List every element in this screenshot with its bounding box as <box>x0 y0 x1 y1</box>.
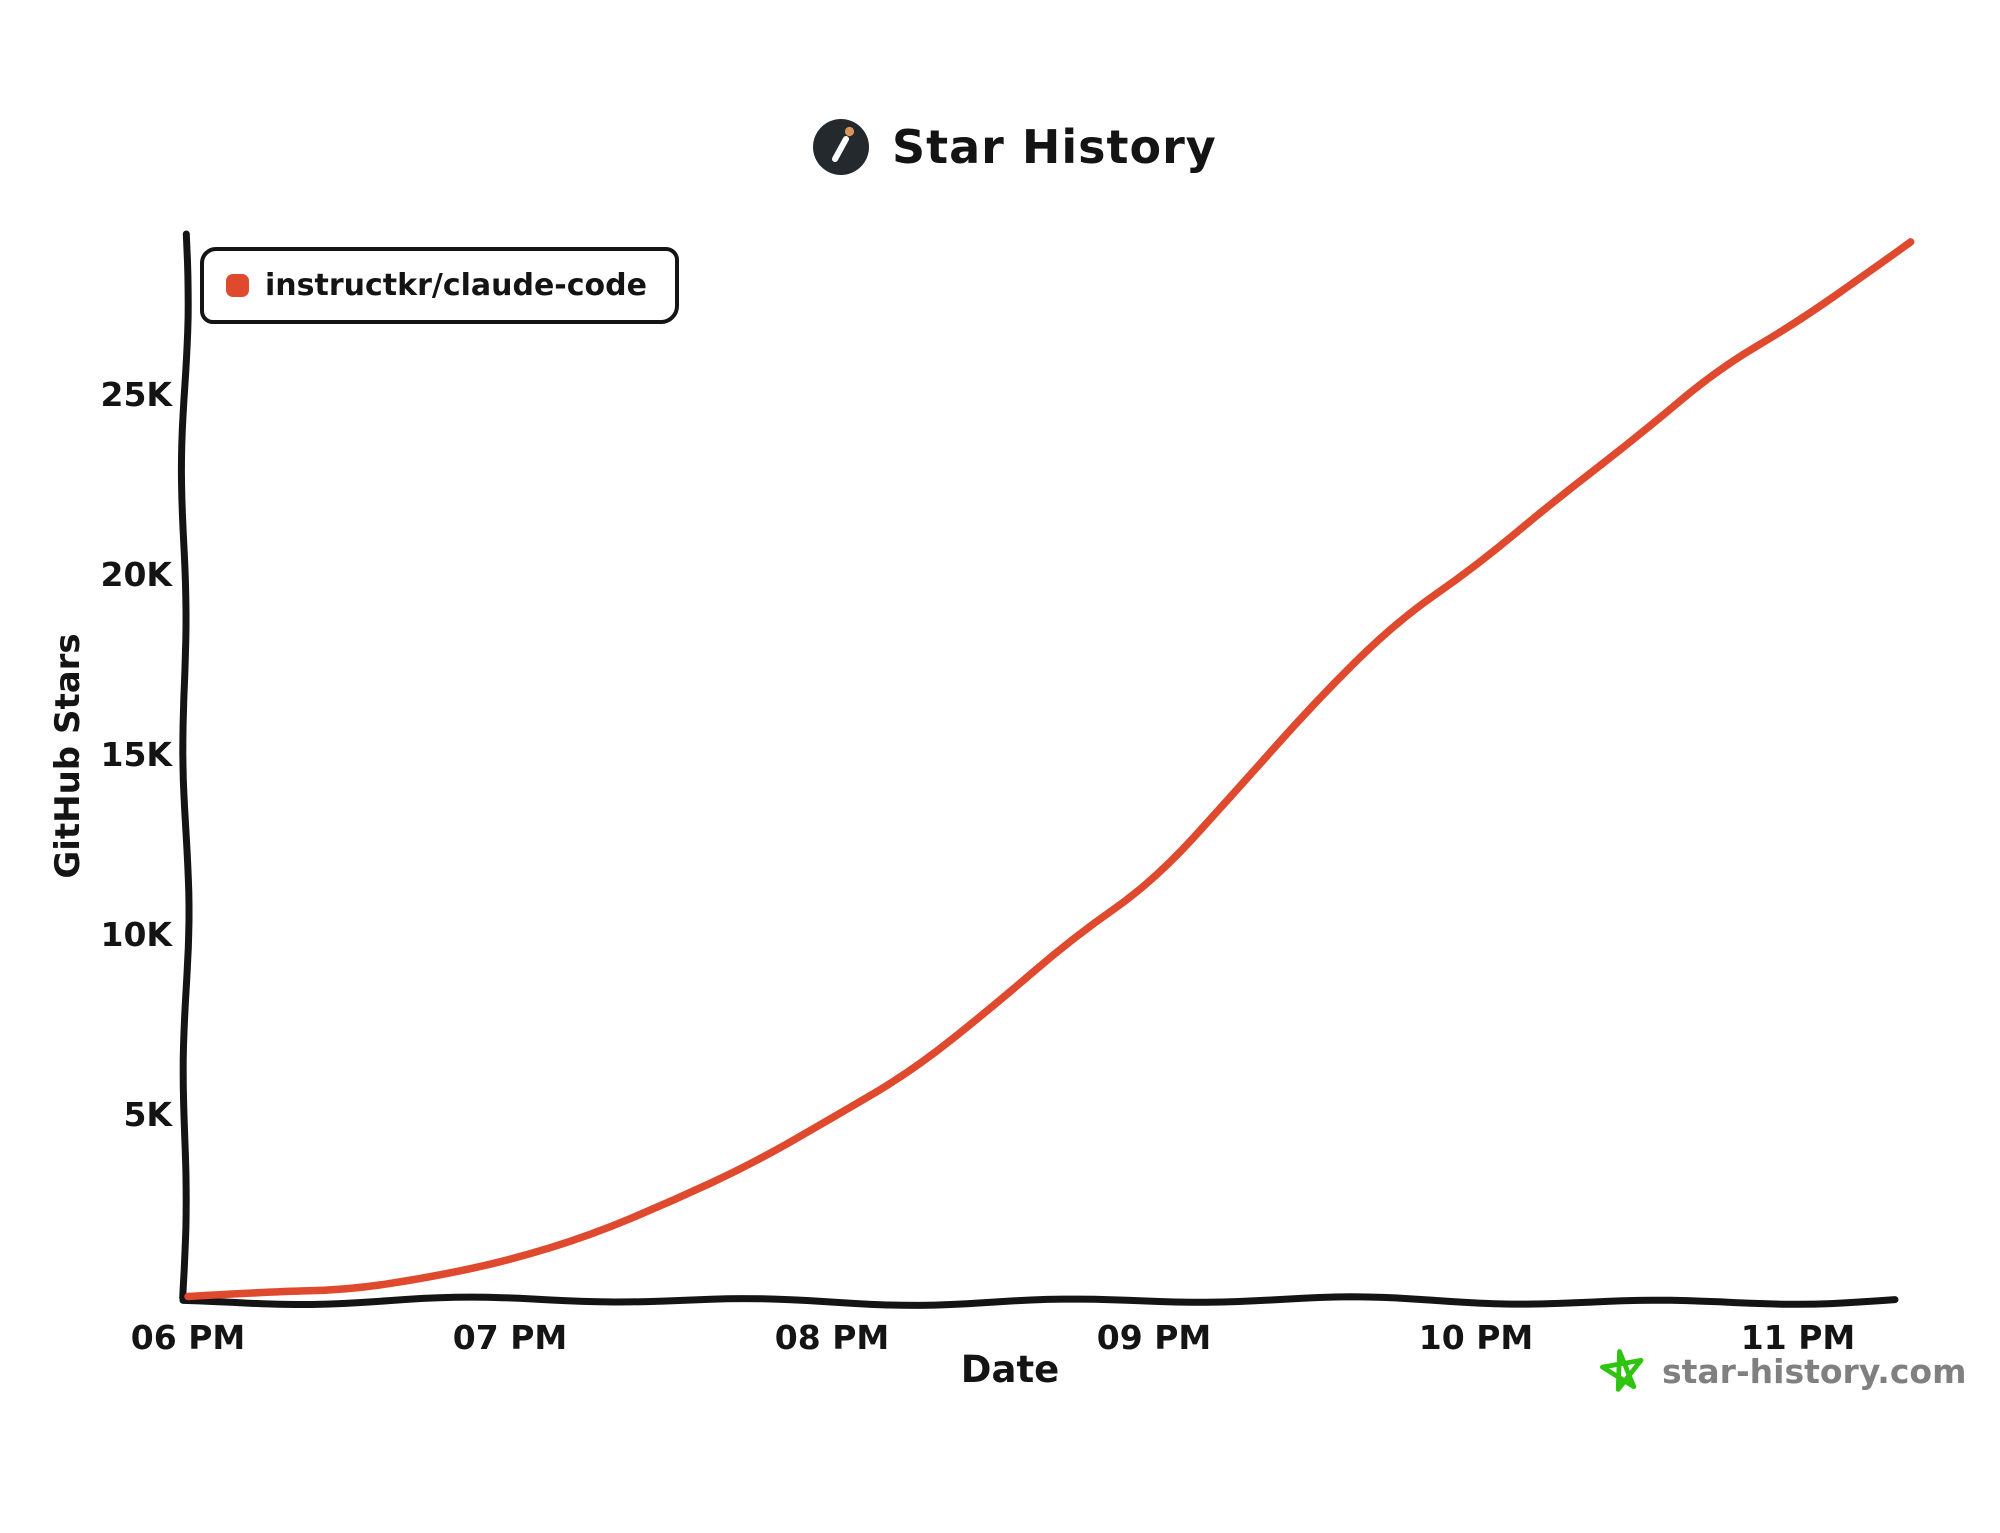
legend: instructkr/claude-code <box>200 247 679 324</box>
footer-watermark: star-history.com <box>1598 1346 1966 1396</box>
star-history-logo-icon <box>813 119 869 175</box>
x-tick-label: 07 PM <box>452 1318 568 1357</box>
x-tick-label: 11 PM <box>1740 1318 1856 1357</box>
y-axis-title: GitHub Stars <box>48 633 88 879</box>
x-tick-label: 09 PM <box>1096 1318 1212 1357</box>
x-tick-label: 06 PM <box>130 1318 246 1357</box>
legend-series-label: instructkr/claude-code <box>265 268 647 303</box>
x-axis-line <box>179 1293 1899 1309</box>
y-tick-label: 5K <box>123 1095 172 1134</box>
footer-site-label: star-history.com <box>1662 1351 1967 1391</box>
chart-title-row: Star History <box>812 118 1217 176</box>
star-icon <box>1600 1349 1644 1392</box>
y-axis-line <box>177 230 193 1302</box>
y-tick-label: 20K <box>100 555 173 594</box>
x-tick-label: 10 PM <box>1418 1318 1534 1357</box>
y-tick-label: 25K <box>100 375 173 414</box>
y-tick-label: 15K <box>100 735 173 774</box>
y-tick-label: 10K <box>100 915 173 954</box>
x-tick-label: 08 PM <box>774 1318 890 1357</box>
legend-marker <box>226 274 249 297</box>
x-axis-title: Date <box>960 1348 1060 1391</box>
series-line-instructkr-claude-code <box>184 238 1915 1301</box>
page-title: Star History <box>892 120 1217 174</box>
